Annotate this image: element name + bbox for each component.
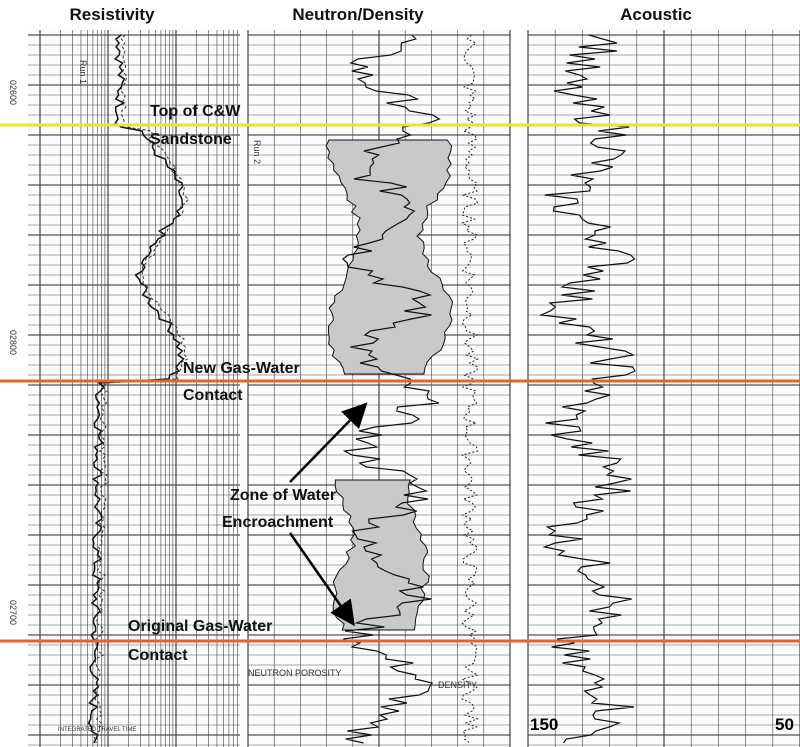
- depth-label: 02700: [8, 600, 18, 625]
- log-curves: [87, 34, 636, 744]
- track-title: Neutron/Density: [292, 5, 424, 24]
- log-label: DENSITY: [438, 680, 477, 690]
- annotation: Encroachment: [222, 514, 334, 531]
- annotation: Original Gas-Water: [128, 618, 272, 635]
- annotation: Top of C&W: [150, 103, 241, 120]
- header-bg: [0, 0, 800, 30]
- scale-label: 50: [775, 715, 794, 734]
- annotation: New Gas-Water: [183, 360, 300, 377]
- run-label: Run 1: [78, 60, 88, 84]
- annotation: Zone of Water: [230, 487, 336, 504]
- depth-label: 02800: [8, 330, 18, 355]
- track-title: Acoustic: [620, 5, 692, 24]
- acoustic-curve: [538, 34, 636, 744]
- annotation: Sandstone: [150, 131, 232, 148]
- resistivity-curve: [93, 34, 190, 744]
- gas-shading: [325, 139, 454, 375]
- scale-label: 150: [530, 715, 558, 734]
- arrow: [288, 532, 355, 627]
- log-label: INTEGRATED TRAVEL TIME: [58, 727, 136, 733]
- depth-label: 02600: [8, 80, 18, 105]
- track-title: Resistivity: [69, 5, 155, 24]
- log-label: NEUTRON POROSITY: [248, 668, 342, 678]
- annotation: Contact: [128, 647, 188, 664]
- neutron-curve: [341, 34, 441, 744]
- arrow: [289, 402, 368, 483]
- track-bg: [28, 30, 240, 747]
- annotation: Contact: [183, 387, 243, 404]
- resistivity-curve: [87, 34, 185, 744]
- run-label: Run 2: [252, 140, 262, 164]
